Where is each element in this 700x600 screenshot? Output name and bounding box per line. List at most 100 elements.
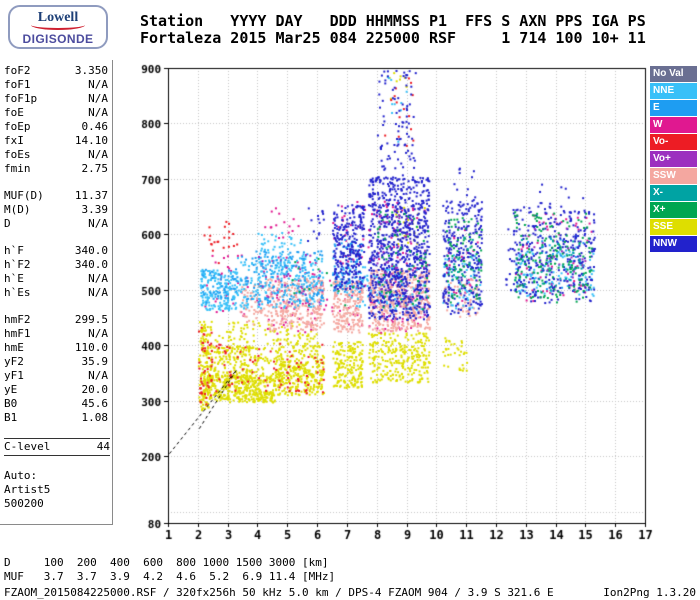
param-row: h`E N/A — [4, 272, 108, 286]
param-row: yE 20.0 — [4, 383, 108, 397]
legend-item: SSE — [650, 219, 697, 235]
panel-bottom-line — [0, 524, 113, 525]
param-row: D N/A — [4, 217, 108, 231]
param-label: foEs — [4, 148, 31, 161]
param-row: Auto: — [4, 469, 108, 483]
param-row: h`F 340.0 — [4, 244, 108, 258]
param-row: foE N/A — [4, 106, 108, 120]
legend-item: W — [650, 117, 697, 133]
param-value: 20.0 — [81, 383, 109, 396]
status-file-info: FZAOM_2015084225000.RSF / 320fx256h 50 k… — [4, 586, 554, 599]
param-value: N/A — [88, 272, 108, 285]
legend-item: Vo- — [650, 134, 697, 150]
legend-item: NNW — [650, 236, 697, 252]
param-group: C-level 44 — [4, 438, 110, 456]
param-value: N/A — [88, 78, 108, 91]
param-value: 45.6 — [81, 397, 109, 410]
param-value: N/A — [88, 327, 108, 340]
param-value: 1.08 — [81, 411, 109, 424]
param-label: yE — [4, 383, 18, 396]
param-label: foE — [4, 106, 24, 119]
param-label: M(D) — [4, 203, 31, 216]
param-row: foF1 N/A — [4, 78, 108, 92]
param-row: fxI 14.10 — [4, 134, 108, 148]
param-label: B0 — [4, 397, 18, 410]
param-value: 14.10 — [74, 134, 108, 147]
param-label: foEp — [4, 120, 31, 133]
param-row: h`Es N/A — [4, 286, 108, 300]
param-row: foF1p N/A — [4, 92, 108, 106]
param-label: MUF(D) — [4, 189, 44, 202]
param-group: Auto: Artist5 500200 — [4, 469, 108, 511]
param-label: 500200 — [4, 497, 44, 510]
param-value: 11.37 — [74, 189, 108, 202]
logo-swoosh-icon — [31, 20, 85, 30]
param-row: 500200 — [4, 497, 108, 511]
param-label: h`F2 — [4, 258, 31, 271]
param-value: N/A — [88, 286, 108, 299]
param-label: hmE — [4, 341, 24, 354]
legend-item: Vo+ — [650, 151, 697, 167]
param-value: 340.0 — [74, 244, 108, 257]
param-value: N/A — [88, 217, 108, 230]
param-value: 2.75 — [81, 162, 109, 175]
param-group: hmF2 299.5 hmF1 N/A hmE 110.0 yF2 35.9 yF1 N/A yE 2… — [4, 313, 108, 425]
param-row: fmin 2.75 — [4, 162, 108, 176]
legend-item: NNE — [650, 83, 697, 99]
digisonde-logo: Lowell DIGISONDE — [8, 5, 108, 49]
param-row: h`F2 340.0 — [4, 258, 108, 272]
param-value: 3.350 — [74, 64, 108, 77]
param-label: h`F — [4, 244, 24, 257]
echo-legend: No Val NNE E W Vo- Vo+ SSW X- X+ SSE NNW — [650, 66, 697, 253]
param-label: C-level — [4, 440, 51, 453]
param-row: yF2 35.9 — [4, 355, 108, 369]
param-label: D — [4, 217, 11, 230]
param-row: yF1 N/A — [4, 369, 108, 383]
logo-lowell-text: Lowell — [37, 10, 79, 25]
legend-item: X- — [650, 185, 697, 201]
param-value: N/A — [88, 148, 108, 161]
param-row: MUF(D) 11.37 — [4, 189, 108, 203]
param-label: yF1 — [4, 369, 24, 382]
param-row: C-level 44 — [4, 440, 110, 454]
param-row: foEs N/A — [4, 148, 108, 162]
param-row: B0 45.6 — [4, 397, 108, 411]
parameter-panel: foF2 3.350 foF1 N/A foF1p N/A foE N/A foEp 0.46 fx… — [4, 64, 110, 524]
param-label: fxI — [4, 134, 24, 147]
param-label: Artist5 — [4, 483, 51, 496]
param-label: yF2 — [4, 355, 24, 368]
param-value: 340.0 — [74, 258, 108, 271]
param-group: h`F 340.0 h`F2 340.0 h`E N/A h`Es N/A — [4, 244, 108, 300]
param-value: N/A — [88, 369, 108, 382]
param-label: hmF2 — [4, 313, 31, 326]
legend-item: SSW — [650, 168, 697, 184]
param-value: N/A — [88, 92, 108, 105]
param-value: N/A — [88, 106, 108, 119]
param-value: 35.9 — [81, 355, 109, 368]
station-header-columns: Station YYYY DAY DDD HHMMSS P1 FFS S AXN… — [140, 12, 646, 30]
param-row: Artist5 — [4, 483, 108, 497]
param-row: hmE 110.0 — [4, 341, 108, 355]
param-label: foF1p — [4, 92, 38, 105]
param-row: foF2 3.350 — [4, 64, 108, 78]
param-label: h`Es — [4, 286, 31, 299]
param-label: foF1 — [4, 78, 31, 91]
param-value: 44 — [96, 440, 110, 453]
param-label: Auto: — [4, 469, 38, 482]
param-row: foEp 0.46 — [4, 120, 108, 134]
param-label: h`E — [4, 272, 24, 285]
param-value: 110.0 — [74, 341, 108, 354]
param-label: B1 — [4, 411, 18, 424]
dmuf-muf-row: MUF 3.7 3.7 3.9 4.2 4.6 5.2 6.9 11.4 [MH… — [4, 570, 336, 583]
legend-item: E — [650, 100, 697, 116]
status-version: Ion2Png 1.3.20 — [603, 586, 696, 599]
param-group: foF2 3.350 foF1 N/A foF1p N/A foE N/A foEp 0.46 fx… — [4, 64, 108, 176]
param-row: B1 1.08 — [4, 411, 108, 425]
panel-divider — [112, 60, 113, 524]
param-value: 299.5 — [74, 313, 108, 326]
param-value: 3.39 — [81, 203, 109, 216]
legend-item: X+ — [650, 202, 697, 218]
param-group: MUF(D) 11.37 M(D) 3.39 D N/A — [4, 189, 108, 231]
param-label: foF2 — [4, 64, 31, 77]
